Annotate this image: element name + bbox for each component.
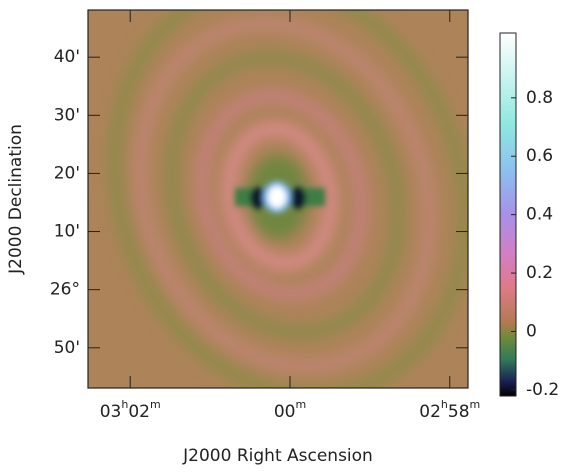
y-axis-label: J2000 Declination xyxy=(6,124,26,275)
colorbar-tick-label: 0 xyxy=(526,321,537,341)
colorbar-tick-label: 0.4 xyxy=(526,205,553,225)
x-tick-label: 02h58m xyxy=(419,398,480,422)
y-tick-label: 40' xyxy=(54,47,80,67)
colorbar-tick-label: -0.2 xyxy=(526,380,559,400)
plot-frame xyxy=(87,9,469,389)
y-tick-label: 10' xyxy=(54,222,80,242)
colorbar-tick-label: 0.6 xyxy=(526,146,553,166)
y-tick-label: 26° xyxy=(50,280,80,300)
y-tick-label: 50' xyxy=(54,338,80,358)
y-tick-label: 20' xyxy=(54,163,80,183)
x-tick-label: 03h02m xyxy=(100,398,161,422)
colorbar-tick-label: 0.2 xyxy=(526,263,553,283)
y-tick-label: 30' xyxy=(54,105,80,125)
colorbar-tick-label: 0.8 xyxy=(526,88,553,108)
image xyxy=(88,10,468,388)
x-tick-label: 00m xyxy=(274,398,306,422)
x-axis-label: J2000 Right Ascension xyxy=(182,446,373,466)
